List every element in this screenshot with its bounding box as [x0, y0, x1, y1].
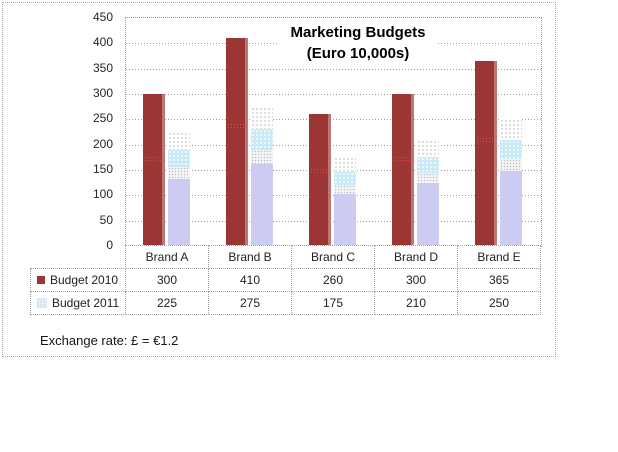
pattern-band [393, 156, 413, 163]
gridline-150 [126, 170, 541, 171]
plot-area: Marketing Budgets (Euro 10,000s) [125, 17, 542, 247]
value-cell-budget-2010-brand-b: 410 [208, 268, 292, 292]
pattern-band [310, 168, 330, 175]
pattern-band [476, 136, 496, 143]
bar-budget-2011-brand-d [417, 139, 439, 246]
y-tick-label-0: 0 [106, 238, 113, 252]
header-cell-brand-e: Brand E [457, 245, 541, 269]
header-cell-brand-a: Brand A [125, 245, 209, 269]
chart-title-line-1: Marketing Budgets [290, 24, 426, 41]
bar-segment-cyan [417, 156, 439, 173]
bar-budget-2010-brand-c [309, 114, 331, 246]
y-tick-label-200: 200 [92, 136, 113, 151]
value-cell-budget-2010-brand-d: 300 [374, 268, 458, 292]
y-tick-label-450: 450 [92, 10, 113, 24]
bar-budget-2010-brand-e [475, 61, 497, 246]
legend-swatch-budget-2011 [37, 298, 47, 308]
bar-budget-2011-brand-c [334, 157, 356, 246]
bar-segment-lavender [500, 171, 522, 246]
bar-segment-whitedot [500, 119, 522, 140]
bar-budget-2011-brand-e [500, 119, 522, 246]
bar-segment-cyan [500, 139, 522, 159]
legend-key-budget-2011: Budget 2011 [30, 291, 126, 315]
value-cell-budget-2010-brand-e: 365 [457, 268, 541, 292]
pattern-band [227, 123, 247, 130]
gridline-50 [126, 220, 541, 222]
y-tick-label-400: 400 [92, 35, 113, 50]
value-cell-budget-2011-brand-c: 175 [291, 291, 375, 315]
bar-budget-2010-brand-a [143, 94, 165, 246]
bar-segment-whitedot [417, 139, 439, 157]
header-cell-brand-c: Brand C [291, 245, 375, 269]
bar-segment-lavender [417, 183, 439, 246]
y-tick-label-350: 350 [92, 60, 113, 75]
bar-segment-graydot [168, 167, 190, 179]
gridline-200 [126, 144, 541, 146]
bar-segment-whitedot [251, 106, 273, 129]
bar-segment-graydot [500, 158, 522, 172]
bar-segment-whitedot [334, 157, 356, 172]
value-cell-budget-2011-brand-e: 250 [457, 291, 541, 315]
legend-label: Budget 2010 [50, 273, 119, 287]
data-table-row-budget-2011: Budget 2011 225 275 175 210 250 [30, 291, 541, 315]
y-tick-label-250: 250 [92, 111, 113, 126]
bar-segment-lavender [334, 193, 356, 246]
legend-label: Budget 2011 [52, 296, 120, 310]
bar-segment-cyan [334, 171, 356, 185]
value-cell-budget-2010-brand-a: 300 [125, 268, 209, 292]
y-tick-label-150: 150 [92, 162, 113, 176]
pattern-band [144, 156, 164, 163]
gridline-100 [126, 195, 541, 197]
header-cell-brand-b: Brand B [208, 245, 292, 269]
data-table-header-row: Brand A Brand B Brand C Brand D Brand E [125, 245, 541, 269]
legend-key-budget-2010: Budget 2010 [30, 268, 126, 292]
bar-budget-2010-brand-b [226, 38, 248, 246]
header-cell-brand-d: Brand D [374, 245, 458, 269]
y-tick-label-100: 100 [92, 187, 113, 202]
bar-segment-lavender [168, 178, 190, 246]
bar-budget-2010-brand-d [392, 94, 414, 246]
gridline-300 [126, 94, 541, 95]
legend-swatch-budget-2010 [37, 276, 45, 284]
exchange-rate-note: Exchange rate: £ = €1.2 [40, 333, 179, 348]
bar-segment-whitedot [168, 132, 190, 151]
chart-title: Marketing Budgets (Euro 10,000s) [279, 20, 437, 66]
bar-budget-2011-brand-b [251, 106, 273, 246]
y-tick-label-50: 50 [99, 212, 113, 227]
bar-segment-cyan [168, 150, 190, 168]
chart-frame: 450 400 350 300 250 200 150 100 50 0 Marketing Bu… [2, 2, 556, 357]
data-table-row-budget-2010: Budget 2010 300 410 260 300 365 [30, 268, 541, 292]
gridline-250 [126, 119, 541, 121]
gridline-350 [126, 68, 541, 70]
value-cell-budget-2010-brand-c: 260 [291, 268, 375, 292]
bar-segment-graydot [334, 184, 356, 194]
value-cell-budget-2011-brand-d: 210 [374, 291, 458, 315]
bar-segment-cyan [251, 128, 273, 150]
chart-title-line-2: (Euro 10,000s) [306, 45, 410, 62]
y-tick-label-300: 300 [92, 86, 113, 100]
bar-segment-graydot [251, 149, 273, 164]
bar-budget-2011-brand-a [168, 132, 190, 246]
value-cell-budget-2011-brand-a: 225 [125, 291, 209, 315]
bar-segment-lavender [251, 163, 273, 246]
value-cell-budget-2011-brand-b: 275 [208, 291, 292, 315]
bar-segment-graydot [417, 172, 439, 184]
